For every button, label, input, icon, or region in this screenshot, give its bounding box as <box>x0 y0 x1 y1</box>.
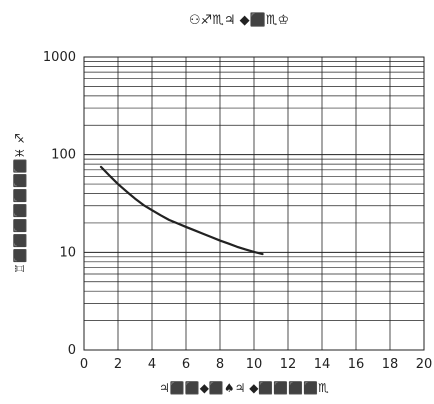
tick-layer: 0 2 4 6 8 10 12 14 16 18 20 0 10 100 1000 <box>43 50 432 372</box>
chart-title: ⚇♐♏♃ ◆⬛♏♔ <box>189 12 289 28</box>
series-layer <box>99 165 264 256</box>
x-tick-label: 6 <box>182 357 190 372</box>
x-tick-label: 14 <box>314 357 331 372</box>
x-tick-label: 2 <box>114 357 122 372</box>
plot-frame <box>83 56 425 351</box>
y-tick-label: 10 <box>59 245 76 260</box>
y-tick-label: 100 <box>51 148 76 163</box>
x-tick-label: 12 <box>280 357 297 372</box>
series-line <box>99 165 264 256</box>
x-tick-label: 0 <box>80 357 88 372</box>
y-axis-label: ♖⬛⬛⬛⬛⬛⬛⬛♓ ♐ <box>13 133 27 274</box>
y-tick-label: 0 <box>68 343 76 358</box>
x-tick-label: 20 <box>416 357 433 372</box>
x-tick-label: 8 <box>216 357 224 372</box>
x-tick-label: 16 <box>348 357 365 372</box>
x-tick-label: 4 <box>148 357 156 372</box>
x-axis-label: ♃⬛⬛◆⬛♠♃ ◆⬛⬛⬛⬛♏ <box>159 381 329 395</box>
x-tick-label: 18 <box>382 357 399 372</box>
grid-layer <box>84 57 424 350</box>
y-tick-label: 1000 <box>43 50 76 65</box>
x-tick-label: 10 <box>246 357 263 372</box>
